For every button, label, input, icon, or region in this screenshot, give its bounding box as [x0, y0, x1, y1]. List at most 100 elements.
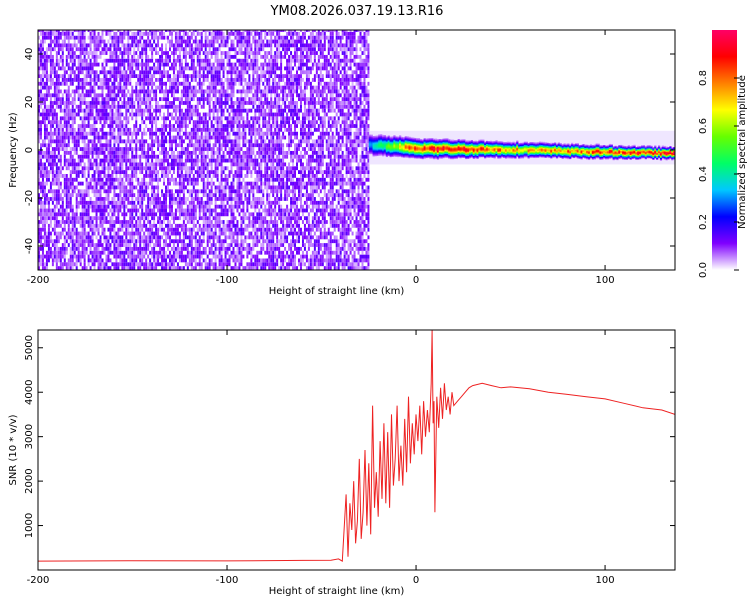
spectrogram-noise-cell — [101, 243, 104, 247]
spectrogram-noise-cell — [59, 131, 62, 136]
spectrogram-noise-cell — [196, 181, 199, 186]
spectrogram-noise-cell — [65, 185, 68, 190]
spectrogram-noise-cell — [210, 166, 213, 171]
spectrogram-noise-cell — [43, 189, 46, 194]
spectrogram-noise-cell — [73, 35, 76, 40]
spectrogram-noise-cell — [119, 181, 122, 186]
spectrogram-noise-cell — [93, 58, 96, 63]
spectrogram-noise-cell — [178, 223, 181, 228]
spectrogram-noise-cell — [234, 239, 237, 244]
spectrogram-noise-cell — [182, 166, 185, 171]
spectrogram-noise-cell — [127, 200, 130, 205]
spectrogram-noise-cell — [73, 131, 76, 136]
spectrogram-noise-cell — [184, 135, 187, 140]
spectrogram-noise-cell — [145, 208, 148, 213]
spectrogram-noise-cell — [220, 131, 223, 136]
spectrogram-noise-cell — [168, 243, 171, 247]
spectrogram-noise-cell — [155, 124, 158, 128]
spectrogram-noise-cell — [105, 62, 108, 67]
spectrogram-noise-cell — [176, 158, 179, 163]
spectrogram-noise-cell — [167, 162, 169, 167]
spectrogram-noise-cell — [41, 246, 44, 251]
spectrogram-noise-cell — [208, 174, 211, 178]
spectrogram-noise-cell — [167, 266, 169, 270]
spectrogram-noise-cell — [101, 78, 104, 82]
spectrogram-noise-cell — [41, 243, 44, 247]
spectrogram-noise-cell — [139, 216, 142, 221]
spectrogram-noise-cell — [206, 204, 209, 209]
spectrogram-noise-cell — [139, 266, 142, 270]
spectrogram-noise-cell — [119, 30, 122, 32]
spectrogram-noise-cell — [43, 120, 46, 125]
spectrogram-noise-cell — [73, 143, 76, 148]
spectrogram-noise-cell — [216, 150, 219, 155]
spectrogram-noise-cell — [236, 131, 239, 136]
spectrogram-noise-cell — [129, 47, 132, 52]
spectrogram-noise-cell — [163, 254, 166, 259]
spectrogram-noise-cell — [153, 177, 156, 182]
spectrogram-noise-cell — [159, 204, 162, 209]
spectrogram-noise-cell — [75, 43, 78, 48]
spectrogram-noise-cell — [67, 200, 70, 205]
spectrogram-noise-cell — [65, 220, 68, 224]
spectrogram-noise-cell — [81, 181, 84, 186]
spectrogram-noise-cell — [143, 166, 146, 171]
spectrogram-noise-cell — [174, 239, 177, 244]
spectrogram-noise-cell — [133, 54, 136, 59]
spectrogram-noise-cell — [184, 170, 187, 174]
spectrogram-noise-cell — [65, 97, 68, 102]
spectrogram-noise-cell — [163, 120, 166, 125]
spectrogram-noise-cell — [153, 189, 156, 194]
spectrogram-noise-cell — [101, 208, 104, 213]
spectrogram-noise-cell — [49, 31, 52, 36]
spectrogram-noise-cell — [222, 177, 225, 182]
spectrogram-noise-cell — [61, 30, 64, 32]
spectrogram-noise-cell — [192, 135, 195, 140]
spectrogram-noise-cell — [141, 150, 144, 155]
spectrogram-noise-cell — [109, 54, 112, 59]
spectrogram-noise-cell — [105, 81, 108, 86]
spectrogram-noise-cell — [143, 85, 146, 90]
spectrogram-noise-cell — [208, 112, 211, 117]
spectrogram-noise-cell — [196, 127, 199, 132]
spectrogram-noise-cell — [141, 51, 144, 55]
spectrogram-noise-cell — [238, 170, 241, 174]
spectrogram-noise-cell — [49, 35, 52, 40]
spectrogram-noise-cell — [85, 216, 88, 221]
spectrogram-noise-cell — [145, 54, 148, 59]
spectrogram-noise-cell — [196, 250, 199, 255]
spectrogram-noise-cell — [206, 120, 209, 125]
spectrogram-noise-cell — [133, 170, 136, 174]
spectrogram-noise-cell — [103, 147, 106, 151]
spectrogram-noise-cell — [49, 223, 52, 228]
spectrogram-noise-cell — [47, 139, 50, 144]
spectrogram-noise-cell — [53, 35, 56, 40]
spectrogram-noise-cell — [196, 116, 199, 121]
spectrogram-noise-cell — [230, 158, 233, 163]
spectrogram-noise-cell — [208, 181, 211, 186]
spectrogram-noise-cell — [65, 162, 68, 167]
spectrogram-noise-cell — [69, 216, 72, 221]
spectrogram-noise-cell — [212, 170, 215, 174]
spectrogram-noise-cell — [111, 212, 114, 217]
spectrogram-noise-cell — [117, 108, 120, 113]
spectrogram-noise-cell — [168, 162, 171, 167]
spectrogram-noise-cell — [123, 78, 126, 82]
spectrogram-noise-cell — [93, 139, 96, 144]
spectrogram-noise-cell — [149, 235, 152, 240]
spectrogram-noise-cell — [224, 39, 227, 44]
spectrogram-noise-cell — [180, 112, 183, 117]
spectrogram-noise-cell — [214, 135, 217, 140]
spectrogram-noise-cell — [85, 189, 88, 194]
spectrogram-noise-cell — [190, 239, 193, 244]
spectrogram-noise-cell — [180, 185, 183, 190]
spectrogram-noise-cell — [153, 208, 156, 213]
spectrogram-noise-cell — [97, 85, 100, 90]
spectrogram-noise-cell — [222, 39, 225, 44]
spectrogram-noise-cell — [49, 131, 52, 136]
spectrogram-noise-cell — [212, 74, 215, 78]
spectrogram-noise-cell — [38, 208, 40, 213]
spectrogram-noise-cell — [232, 124, 235, 128]
spectrogram-noise-cell — [47, 235, 50, 240]
spectrogram-noise-cell — [172, 139, 175, 144]
